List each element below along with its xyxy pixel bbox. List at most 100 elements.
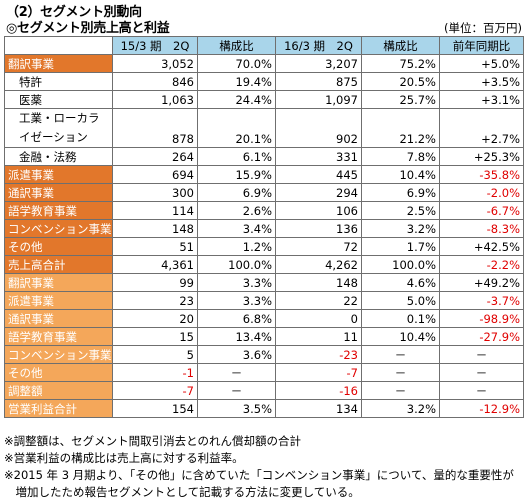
footnote: ※調整額は、セグメント間取引消去とのれん償却額の合計: [4, 434, 302, 448]
cell-curr-share: －: [361, 363, 440, 382]
row-label: 営業利益合計: [4, 399, 113, 418]
table-row: 工業・ローカライゼーション 878 20.1% 902 21.2% +2.7%: [4, 108, 524, 148]
cell-curr-share: 100.0%: [361, 255, 440, 274]
table-row: 語学教育事業 15 13.4% 11 10.4% -27.9%: [4, 327, 524, 346]
table-row: 翻訳事業 99 3.3% 148 4.6% +49.2%: [4, 273, 524, 292]
row-label: 工業・ローカライゼーション: [4, 108, 113, 148]
cell-curr-value: 134: [275, 399, 362, 418]
cell-prev-share: 20.1%: [197, 108, 276, 148]
cell-prev-share: 3.3%: [197, 291, 276, 310]
header-prev-share: 構成比: [197, 36, 276, 55]
cell-prev-share: 2.6%: [197, 201, 276, 220]
cell-yoy: -27.9%: [439, 327, 524, 346]
cell-curr-share: 25.7%: [361, 90, 440, 109]
cell-yoy: +42.5%: [439, 237, 524, 256]
cell-prev-share: 13.4%: [197, 327, 276, 346]
cell-yoy: －: [439, 363, 524, 382]
table-row: その他 51 1.2% 72 1.7% +42.5%: [4, 237, 524, 256]
cell-curr-share: 20.5%: [361, 72, 440, 91]
header-curr-share: 構成比: [361, 36, 440, 55]
cell-curr-value: 22: [275, 291, 362, 310]
footnote: ※営業利益の構成比は売上高に対する利益率。: [4, 451, 244, 465]
cell-prev-value: 20: [112, 309, 198, 328]
table-row: 翻訳事業 3,052 70.0% 3,207 75.2% +5.0%: [4, 54, 524, 73]
row-label: 調整額: [4, 381, 113, 400]
cell-prev-value: 300: [112, 183, 198, 202]
row-label: 派遣事業: [4, 291, 113, 310]
footnote: ※2015 年 3 月期より、「その他」に含めていた「コンベンション事業」につい…: [4, 468, 514, 482]
table-row: 売上高合計 4,361 100.0% 4,262 100.0% -2.2%: [4, 255, 524, 274]
cell-yoy: -3.7%: [439, 291, 524, 310]
cell-yoy: -6.7%: [439, 201, 524, 220]
cell-prev-share: 6.8%: [197, 309, 276, 328]
footnote: 増加したため報告セグメントとして記載する方法に変更している。: [4, 485, 360, 499]
header-row: 15/3 期 2Q 構成比 16/3 期 2Q 構成比 前年同期比: [4, 36, 524, 55]
cell-curr-value: 4,262: [275, 255, 362, 274]
row-label: 派遣事業: [4, 165, 113, 184]
cell-curr-value: 875: [275, 72, 362, 91]
cell-prev-value: 694: [112, 165, 198, 184]
row-label: 医薬: [4, 90, 113, 109]
table-row: 語学教育事業 114 2.6% 106 2.5% -6.7%: [4, 201, 524, 220]
cell-prev-share: 3.4%: [197, 219, 276, 238]
cell-curr-value: 148: [275, 273, 362, 292]
row-label: コンベンション事業: [4, 345, 113, 364]
cell-prev-value: 1,063: [112, 90, 198, 109]
row-label: 語学教育事業: [4, 201, 113, 220]
cell-curr-value: -7: [275, 363, 362, 382]
cell-curr-value: 0: [275, 309, 362, 328]
table-row: 派遣事業 694 15.9% 445 10.4% -35.8%: [4, 165, 524, 184]
cell-curr-share: 7.8%: [361, 147, 440, 166]
row-label: 語学教育事業: [4, 327, 113, 346]
row-label: コンベンション事業: [4, 219, 113, 238]
cell-curr-share: 1.7%: [361, 237, 440, 256]
cell-prev-value: -1: [112, 363, 198, 382]
cell-curr-share: 5.0%: [361, 291, 440, 310]
header-curr-period: 16/3 期 2Q: [275, 36, 362, 55]
cell-curr-share: 0.1%: [361, 309, 440, 328]
table-row: コンベンション事業 5 3.6% -23 －－: [4, 345, 524, 364]
table-row: その他 -1 － -7 －－: [4, 363, 524, 382]
cell-yoy: +49.2%: [439, 273, 524, 292]
table-row: 営業利益合計 154 3.5% 134 3.2% -12.9%: [4, 399, 524, 418]
table-row: 医薬 1,063 24.4% 1,097 25.7% +3.1%: [4, 90, 524, 109]
cell-curr-value: 72: [275, 237, 362, 256]
header-prev-period: 15/3 期 2Q: [112, 36, 198, 55]
cell-prev-share: 15.9%: [197, 165, 276, 184]
section-title: （2）セグメント別動向: [6, 5, 142, 20]
cell-curr-value: 445: [275, 165, 362, 184]
cell-prev-share: 1.2%: [197, 237, 276, 256]
cell-curr-share: 6.9%: [361, 183, 440, 202]
cell-prev-value: 154: [112, 399, 198, 418]
cell-curr-share: 21.2%: [361, 108, 440, 148]
cell-yoy: +25.3%: [439, 147, 524, 166]
cell-prev-value: 264: [112, 147, 198, 166]
cell-yoy: -98.9%: [439, 309, 524, 328]
cell-yoy: －: [439, 381, 524, 400]
cell-prev-value: 148: [112, 219, 198, 238]
cell-prev-share: 3.6%: [197, 345, 276, 364]
cell-prev-value: 15: [112, 327, 198, 346]
cell-prev-share: －: [197, 381, 276, 400]
row-label: その他: [4, 363, 113, 382]
cell-prev-share: －: [197, 363, 276, 382]
table-row: 派遣事業 23 3.3% 22 5.0% -3.7%: [4, 291, 524, 310]
row-label: 通訳事業: [4, 183, 113, 202]
row-label: 通訳事業: [4, 309, 113, 328]
cell-prev-share: 3.5%: [197, 399, 276, 418]
cell-yoy: -12.9%: [439, 399, 524, 418]
cell-curr-value: 3,207: [275, 54, 362, 73]
cell-prev-value: 51: [112, 237, 198, 256]
cell-curr-value: 11: [275, 327, 362, 346]
cell-curr-share: 10.4%: [361, 165, 440, 184]
table-row: 通訳事業 20 6.8% 0 0.1% -98.9%: [4, 309, 524, 328]
cell-yoy: +3.1%: [439, 90, 524, 109]
cell-curr-share: 2.5%: [361, 201, 440, 220]
table-row: 特許 846 19.4% 875 20.5% +3.5%: [4, 72, 524, 91]
table-row: 調整額 -7 － -16 －－: [4, 381, 524, 400]
cell-prev-share: 24.4%: [197, 90, 276, 109]
cell-prev-value: 114: [112, 201, 198, 220]
cell-curr-value: -23: [275, 345, 362, 364]
cell-curr-value: 902: [275, 108, 362, 148]
